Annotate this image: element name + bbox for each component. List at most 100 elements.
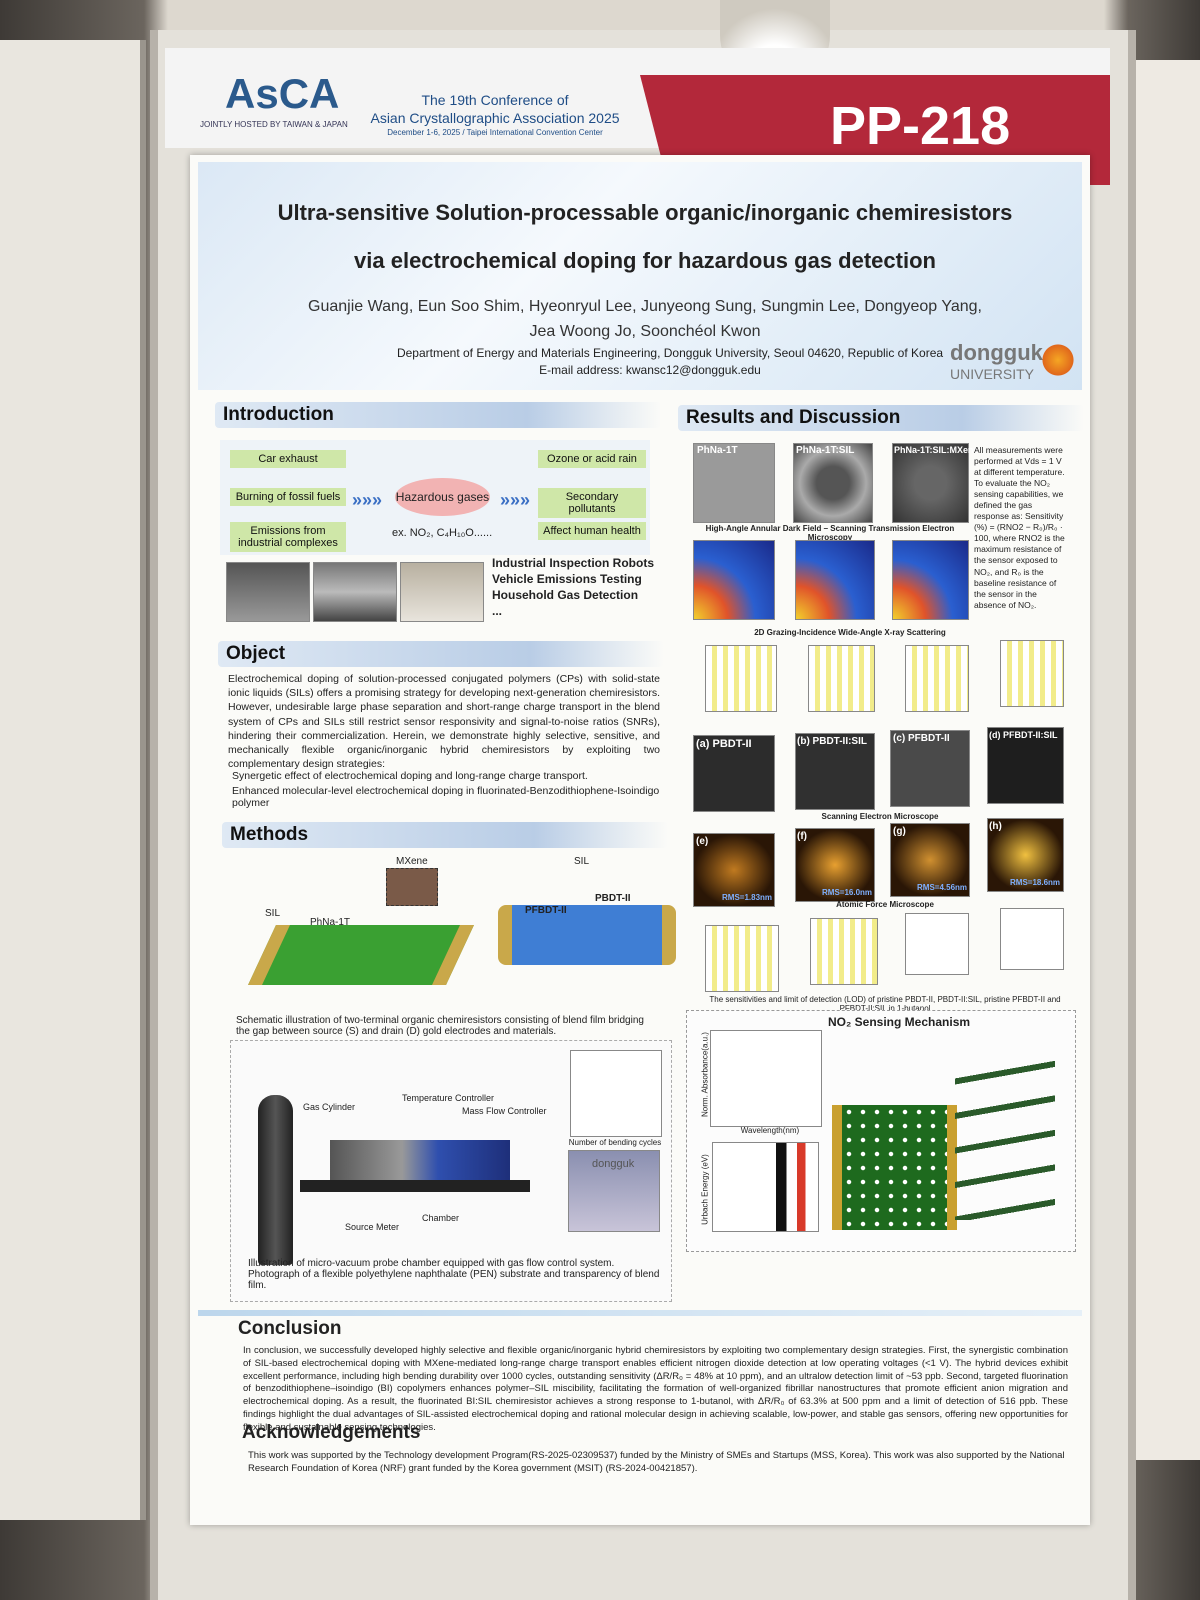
object-paragraph: Electrochemical doping of solution-proce… xyxy=(228,673,660,771)
sem-label: (a) PBDT-II xyxy=(696,738,752,750)
material-label: MXene xyxy=(396,856,428,867)
conclusion-text: In conclusion, we successfully developed… xyxy=(243,1345,1068,1433)
material-label: SIL xyxy=(265,908,281,919)
photo-engine xyxy=(313,562,397,622)
stem-label: PhNa-1T:SIL:MXene xyxy=(894,445,979,455)
response-plot xyxy=(1000,640,1064,707)
lod-plot xyxy=(705,925,779,992)
stem-label: PhNa-1T:SIL xyxy=(796,445,855,456)
authors: Jea Woong Jo, Soonchéol Kwon xyxy=(529,323,761,340)
object-bullet: Synergetic effect of electrochemical dop… xyxy=(232,770,588,782)
afm-rms: RMS=1.83nm xyxy=(722,893,773,902)
device-left xyxy=(248,925,474,985)
center-ellipse: Hazardous gases xyxy=(395,478,490,516)
lod-plot xyxy=(1000,908,1064,970)
afm-image xyxy=(890,823,970,897)
photo-label: dongguk xyxy=(592,1158,635,1170)
stem-label: PhNa-1T xyxy=(697,445,738,456)
absorbance-y: Norm. Absorbance(a.u.) xyxy=(700,1032,710,1117)
section-heading: Conclusion xyxy=(238,1318,342,1339)
arrows: »»» xyxy=(352,490,383,510)
section-heading: Object xyxy=(218,641,664,667)
conference-dates: December 1-6, 2025 / Taipei Internationa… xyxy=(387,128,603,137)
setup-label: Gas Cylinder xyxy=(303,1102,356,1112)
stem-image xyxy=(793,443,873,523)
application: Industrial Inspection Robots xyxy=(492,556,655,570)
authors: Guanjie Wang, Eun Soo Shim, Hyeonryul Le… xyxy=(308,298,982,315)
affiliation: Department of Energy and Materials Engin… xyxy=(396,346,944,360)
setup-caption: Illustration of micro-vacuum probe chamb… xyxy=(248,1258,660,1291)
material-label: PFBDT-II xyxy=(525,905,567,916)
section-heading: Results and Discussion xyxy=(678,405,1084,431)
section-heading: Methods xyxy=(222,822,668,848)
mechanism-chains xyxy=(955,1050,1055,1220)
conclusion-band xyxy=(198,1310,1082,1316)
afm-rms: RMS=18.6nm xyxy=(1010,878,1061,887)
logo: AsCA xyxy=(225,70,340,117)
mechanism-device xyxy=(832,1105,957,1230)
effect-box: Affect human health xyxy=(538,522,646,540)
pen-photo xyxy=(568,1150,660,1232)
conference: The 19th Conference of xyxy=(421,92,569,108)
sem-label: (c) PFBDT-II xyxy=(893,733,950,744)
mechanism-title: NO₂ Sensing Mechanism xyxy=(828,1015,971,1029)
mxene-image xyxy=(386,868,438,906)
material-label: SIL xyxy=(574,856,590,867)
afm-label: (h) xyxy=(989,821,1002,832)
inset-axis: Number of bending cycles xyxy=(568,1138,662,1147)
material-label: PhNa-1T xyxy=(310,917,351,928)
table xyxy=(300,1180,530,1192)
giwaxs-caption: 2D Grazing-Incidence Wide-Angle X-ray Sc… xyxy=(754,628,946,637)
title-banner xyxy=(198,162,1082,390)
university-emblem xyxy=(1040,342,1076,378)
email: E-mail address: kwansc12@dongguk.edu xyxy=(539,363,761,377)
sem-image xyxy=(987,727,1064,804)
sem-caption: Scanning Electron Microscope xyxy=(821,812,939,821)
device-caption: Schematic illustration of two-terminal o… xyxy=(236,1015,644,1037)
results-note: All measurements were performed at Vds =… xyxy=(974,445,1065,610)
application: ... xyxy=(492,604,503,618)
examples: ex. NO₂, C₄H₁₀O...... xyxy=(392,527,493,539)
photo-robot xyxy=(226,562,310,622)
section-heading: Introduction xyxy=(215,402,661,428)
left-panel xyxy=(0,40,146,1520)
lod-caption: The sensitivities and limit of detection… xyxy=(709,995,1061,1013)
afm-label: (g) xyxy=(893,826,906,837)
effect-box: Ozone or acid rain xyxy=(538,450,646,468)
acknowledgements-text: This work was supported by the Technolog… xyxy=(248,1450,1065,1474)
stem-caption: High-Angle Annular Dark Field – Scanning… xyxy=(705,524,955,542)
section-heading: Acknowledgements xyxy=(242,1422,421,1443)
giwaxs-image xyxy=(693,540,775,620)
application: Household Gas Detection xyxy=(492,588,639,602)
absorbance-plot xyxy=(710,1030,822,1127)
source-box: Car exhaust xyxy=(230,450,346,468)
stem-image xyxy=(892,443,969,523)
title: Ultra-sensitive Solution-processable org… xyxy=(277,200,1013,225)
material-label: PBDT-II xyxy=(595,893,631,904)
object-bullet: Enhanced molecular-level electrochemical… xyxy=(232,785,660,809)
conference-name: Asian Crystallographic Association 2025 xyxy=(370,110,620,126)
sem-label: (d) PFBDT-II:SIL xyxy=(989,730,1058,740)
urbach-y: Urbach Energy (eV) xyxy=(700,1154,710,1225)
absorbance-x: Wavelength(nm) xyxy=(740,1126,800,1135)
giwaxs-image xyxy=(892,540,969,620)
sem-image xyxy=(890,730,970,807)
setup-label: Mass Flow Controller xyxy=(462,1106,547,1116)
logo-tagline: JOINTLY HOSTED BY TAIWAN & JAPAN xyxy=(200,120,348,129)
lod-plot xyxy=(905,913,969,975)
lod-plot xyxy=(810,918,878,985)
title: via electrochemical doping for hazardous… xyxy=(354,248,936,273)
effect-box: Secondary pollutants xyxy=(538,488,646,518)
right-panel xyxy=(1130,60,1200,1460)
stem-image xyxy=(693,443,775,523)
afm-rms: RMS=16.0nm xyxy=(822,888,873,897)
photo-detector xyxy=(400,562,484,622)
response-plot xyxy=(705,645,777,712)
sem-label: (b) PBDT-II:SIL xyxy=(797,736,867,747)
setup-label: Chamber xyxy=(422,1213,460,1223)
university-name: dongguk xyxy=(950,340,1043,365)
gas-cylinder xyxy=(258,1095,293,1265)
poster-id: PP-218 xyxy=(830,96,1011,156)
university-sub: UNIVERSITY xyxy=(950,366,1035,382)
